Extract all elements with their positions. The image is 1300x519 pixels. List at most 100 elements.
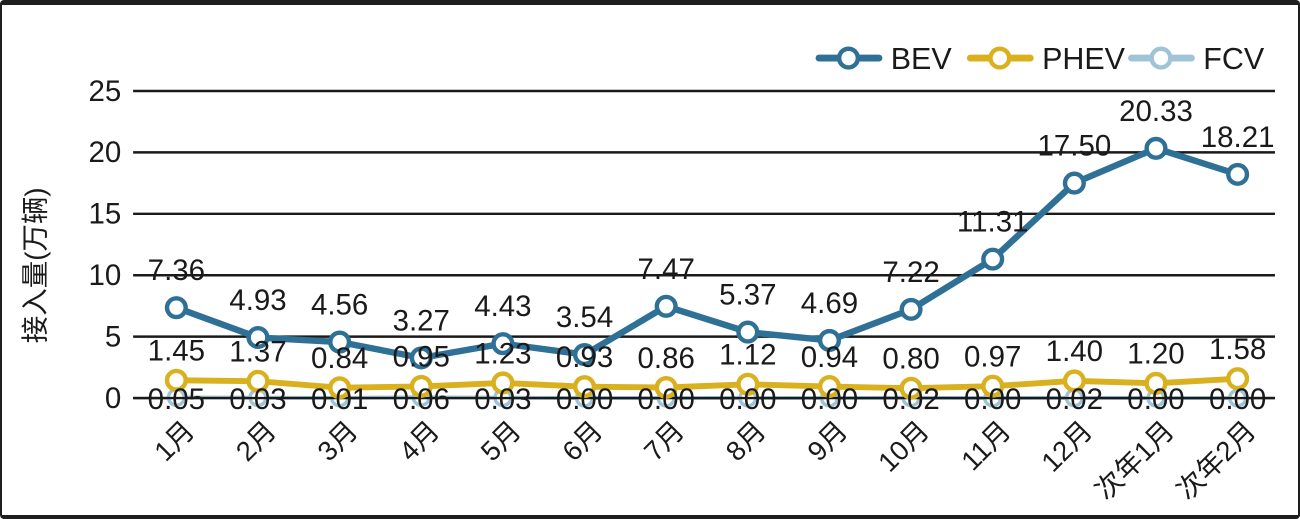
bev-marker xyxy=(409,346,433,370)
x-tick-label: 2月 xyxy=(230,415,282,467)
phev-marker xyxy=(328,376,352,400)
phev-marker xyxy=(1226,367,1250,391)
phev-data-label: 0.84 xyxy=(311,342,368,375)
phev-data-label: 1.58 xyxy=(1209,333,1266,366)
fcv-data-label: 0.00 xyxy=(1209,383,1266,416)
phev-data-label: 1.20 xyxy=(1127,338,1184,371)
y-tick-label: 25 xyxy=(89,75,122,108)
x-tick-label: 7月 xyxy=(638,415,690,467)
legend-label-phev: PHEV xyxy=(1042,42,1126,76)
phev-marker xyxy=(899,376,923,400)
fcv-data-label: 0.06 xyxy=(393,383,450,416)
fcv-data-label: 0.00 xyxy=(556,383,613,416)
fcv-data-label: 0.00 xyxy=(964,383,1021,416)
bev-marker xyxy=(817,328,841,353)
bev-data-label: 18.21 xyxy=(1201,121,1275,154)
legend-marker-phev xyxy=(988,46,1012,70)
bev-data-label: 7.22 xyxy=(882,256,939,289)
x-tick-label: 5月 xyxy=(475,415,527,467)
x-tick-label: 6月 xyxy=(556,415,608,467)
legend-marker-fcv xyxy=(1149,46,1173,70)
phev-line xyxy=(173,375,1241,392)
line-chart: 0 5 10 15 20 25 接入量(万辆) 1月 2月 3月 4月 5月 6月 7月 8月 9月 10月 11… xyxy=(20,42,1275,506)
fcv-data-label: 0.00 xyxy=(719,383,776,416)
bev-data-label: 5.37 xyxy=(719,279,776,312)
bev-marker xyxy=(1226,162,1250,186)
phev-marker xyxy=(817,374,841,399)
bev-marker xyxy=(491,332,515,356)
x-tick-label: 3月 xyxy=(311,415,363,467)
phev-data-label: 0.93 xyxy=(556,341,613,374)
phev-data-label: 0.95 xyxy=(393,341,450,374)
phev-marker xyxy=(1062,369,1086,393)
fcv-data-label: 0.02 xyxy=(882,383,939,416)
y-tick-label: 10 xyxy=(89,259,122,292)
phev-marker xyxy=(164,368,188,392)
bev-data-label: 7.47 xyxy=(637,253,694,286)
bev-data-label: 4.56 xyxy=(311,289,368,322)
phev-marker xyxy=(981,374,1005,398)
legend-item-phev: PHEV xyxy=(966,42,1126,76)
bev-marker xyxy=(246,325,270,350)
phev-marker xyxy=(572,375,597,399)
x-tick-label: 11月 xyxy=(955,415,1017,477)
phev-data-label: 0.97 xyxy=(964,340,1021,373)
phev-data-label: 1.37 xyxy=(229,336,286,369)
fcv-data-label: 0.00 xyxy=(1127,383,1184,416)
bev-data-label: 20.33 xyxy=(1119,95,1193,128)
bev-marker xyxy=(164,296,188,320)
phev-marker xyxy=(1144,371,1168,395)
fcv-data-label: 0.00 xyxy=(801,383,858,416)
bev-data-label: 4.69 xyxy=(801,287,858,320)
x-tick-label: 次年1月 xyxy=(1089,415,1180,506)
y-axis-title: 接入量(万辆) xyxy=(20,187,51,343)
phev-data-label: 1.45 xyxy=(148,335,205,368)
bev-data-label: 4.43 xyxy=(474,290,531,323)
fcv-data-label: 0.01 xyxy=(311,383,368,416)
x-tick-label: 10月 xyxy=(872,415,935,478)
bev-marker xyxy=(328,330,352,354)
fcv-data-label: 0.05 xyxy=(148,383,205,416)
legend-label-bev: BEV xyxy=(891,42,953,76)
legend-label-fcv: FCV xyxy=(1203,42,1265,76)
bev-marker xyxy=(736,320,760,344)
bev-data-label: 3.27 xyxy=(393,304,450,337)
fcv-data-label: 0.02 xyxy=(1046,383,1103,416)
x-tick-label: 8月 xyxy=(720,415,772,467)
phev-marker xyxy=(491,371,515,395)
bev-marker xyxy=(654,294,678,318)
y-tick-label: 5 xyxy=(105,320,121,353)
phev-data-label: 0.86 xyxy=(637,342,694,375)
phev-marker xyxy=(736,372,760,396)
x-tick-label: 9月 xyxy=(801,415,853,467)
bev-data-label: 3.54 xyxy=(556,301,613,334)
legend-marker-bev xyxy=(836,46,861,70)
bev-marker xyxy=(572,343,597,367)
x-tick-label: 4月 xyxy=(393,415,445,467)
bev-data-label: 7.36 xyxy=(148,254,205,287)
fcv-data-label: 0.03 xyxy=(229,383,286,416)
y-tick-label: 0 xyxy=(105,382,121,415)
legend-item-fcv: FCV xyxy=(1128,42,1265,76)
bev-marker xyxy=(981,247,1005,271)
phev-marker xyxy=(409,374,433,398)
bev-data-label: 4.93 xyxy=(229,284,286,317)
phev-data-label: 0.80 xyxy=(882,343,939,376)
x-tick-label: 12月 xyxy=(1035,415,1098,478)
legend-item-bev: BEV xyxy=(815,42,953,76)
phev-data-label: 0.94 xyxy=(801,341,858,374)
bev-marker xyxy=(1144,136,1168,160)
phev-data-label: 1.12 xyxy=(719,339,776,372)
bev-marker xyxy=(899,297,923,321)
y-tick-label: 20 xyxy=(89,136,122,169)
phev-data-label: 1.40 xyxy=(1046,335,1103,368)
fcv-data-label: 0.03 xyxy=(474,383,531,416)
phev-data-label: 1.23 xyxy=(474,337,531,370)
bev-line xyxy=(173,145,1241,362)
x-tick-label: 1月 xyxy=(148,415,200,467)
bev-data-label: 17.50 xyxy=(1037,130,1111,163)
bev-data-label: 11.31 xyxy=(957,206,1029,239)
x-tick-label: 次年2月 xyxy=(1170,415,1261,506)
phev-marker xyxy=(246,369,270,393)
